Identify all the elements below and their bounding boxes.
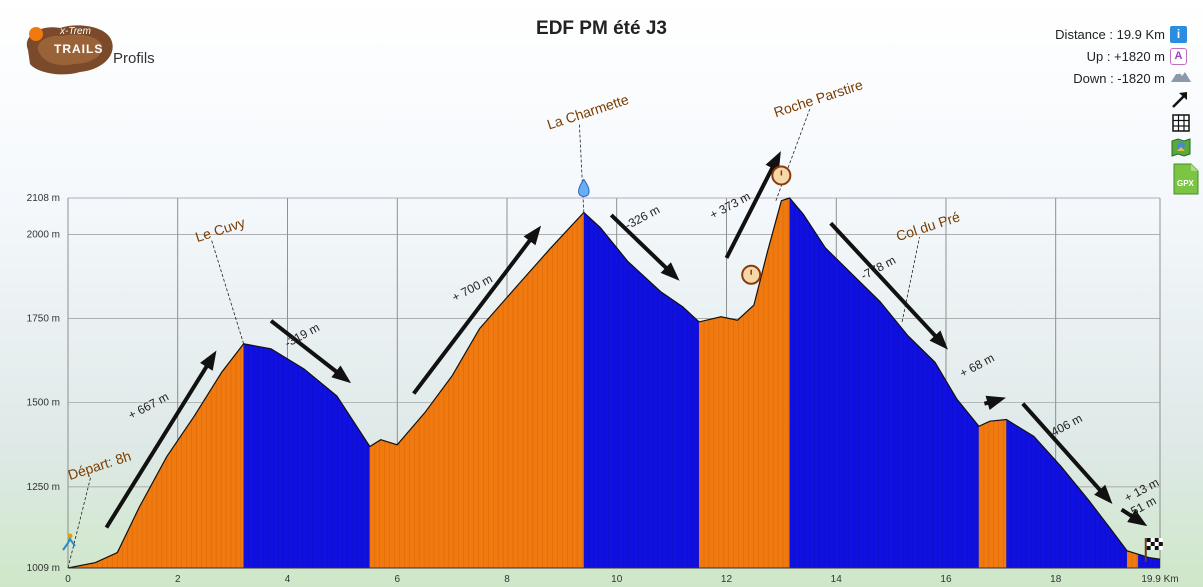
finish-flag-square [1158,546,1163,550]
trend-arrowhead [331,365,352,384]
segment-label: + 667 m [126,389,171,422]
up-stat: Up : +1820 m [1086,49,1165,64]
segment-label: + 68 m [957,351,996,381]
trend-arrowhead [1127,509,1148,527]
y-tick-label: 1250 m [27,482,60,493]
place-leader-line [211,240,244,344]
y-tick-label: 1750 m [27,314,60,325]
profile-fill-layer [67,197,1161,569]
ascent-segment [369,212,584,568]
ascent-segment [978,419,1007,568]
trend-arrow [104,358,213,529]
finish-flag-square [1146,542,1151,546]
letter-a-icon[interactable]: A [1170,48,1187,65]
trend-arrowhead [1094,484,1113,504]
arrow-up-right-icon[interactable] [1170,90,1190,110]
place-label: Col du Pré [894,208,962,244]
place-label: La Charmette [545,91,631,132]
descent-segment [1006,419,1128,568]
xtrem-trails-logo: x-Trem TRAILS [20,22,115,77]
x-tick-label: 6 [394,574,400,585]
svg-text:GPX: GPX [1177,179,1195,188]
grid-icon[interactable] [1172,114,1190,132]
finish-flag-square [1154,546,1159,550]
descent-segment [789,198,979,568]
place-leader-line [775,108,811,201]
x-end-label: 19.9 Km [1141,574,1178,585]
finish-flag-square [1150,542,1155,546]
map-icon[interactable] [1170,137,1192,157]
trend-arrow [269,319,344,378]
descent-segment [1138,554,1160,568]
gpx-file-icon[interactable]: GPX [1173,163,1199,195]
y-tick-label: 2000 m [27,229,60,240]
trend-arrow [412,233,537,395]
place-leader-line [578,122,585,213]
segment-label: -326 m [623,202,663,232]
trend-arrowhead [660,262,680,281]
logo-splash-shape [26,25,113,75]
trend-arrowhead [765,151,781,172]
finish-flag-square [1146,546,1151,550]
x-tick-label: 12 [721,574,733,585]
info-icon[interactable]: i [1170,26,1187,43]
descent-segment [583,212,700,568]
place-leader-line [901,236,920,322]
finish-flag-square [1150,538,1155,542]
y-tick-label: 1009 m [27,563,60,574]
finish-flag-square [1154,538,1159,542]
place-label: Roche Parstire [772,76,865,120]
finish-flag-square [1158,538,1163,542]
trend-arrowhead [985,395,1006,410]
trend-arrow [724,159,778,259]
trend-arrow [1021,402,1107,498]
finish-flag-square [1150,546,1155,550]
ascent-segment [68,343,244,568]
trend-arrow [609,213,674,275]
y-tick-label: 2108 m [27,193,60,204]
profils-label: Profils [113,50,155,67]
finish-flag-square [1154,542,1159,546]
segment-label: + 700 m [450,272,495,305]
y-tick-label: 1500 m [27,398,60,409]
mountain-icon[interactable] [1170,67,1192,83]
stats-panel: Distance : 19.9 Km Up : +1820 m Down : -… [1055,24,1165,90]
axis-layer: 0 2 4 6 8 10 12 14 16 18 19.9 Km 1009 m 1250 m 1500 m… [27,193,1179,585]
x-tick-label: 10 [611,574,623,585]
finish-flag-square [1146,538,1151,542]
descent-segment [243,343,370,568]
ascent-segment [699,198,790,568]
trend-arrowhead [929,330,948,350]
segment-label: -406 m [1045,411,1085,441]
ascent-segment [1127,550,1139,568]
x-tick-label: 14 [831,574,843,585]
distance-stat: Distance : 19.9 Km [1055,27,1165,42]
trend-arrow [829,221,942,343]
x-tick-label: 0 [65,574,71,585]
profile-outline [67,197,1161,569]
down-stat: Down : -1820 m [1073,71,1165,86]
x-tick-label: 16 [940,574,952,585]
place-leader-line [67,475,92,569]
x-tick-label: 4 [285,574,291,585]
x-tick-label: 8 [504,574,510,585]
water-point-icon [578,178,590,197]
chart-title: EDF PM été J3 [536,18,667,39]
logo-text: TRAILS [54,42,104,56]
place-label: Départ: 8h [66,448,133,483]
x-tick-label: 18 [1050,574,1062,585]
x-tick-label: 2 [175,574,181,585]
trend-arrowhead [523,225,542,246]
runner-figure [62,537,76,551]
runner-icon [67,533,73,539]
logo-small-text: x-Trem [60,26,91,37]
finish-flag-square [1158,542,1163,546]
trend-arrowhead [200,350,217,371]
place-label: Le Cuvy [193,214,247,245]
